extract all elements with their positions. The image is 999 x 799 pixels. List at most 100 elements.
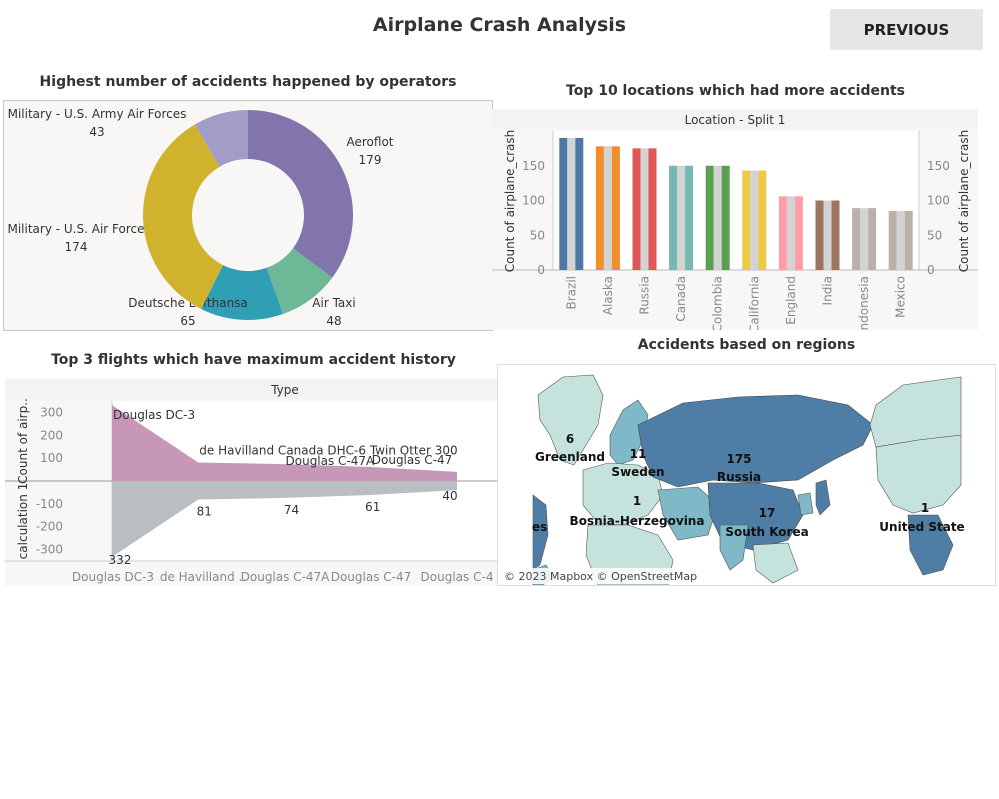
europe-shape[interactable] xyxy=(582,462,664,526)
bar[interactable] xyxy=(888,210,897,270)
bar[interactable] xyxy=(778,196,787,270)
bar-y-tick-right: 150 xyxy=(927,159,950,173)
bar-x-tick: Brazil xyxy=(564,276,578,310)
greenland-shape[interactable] xyxy=(537,374,604,466)
mexico-shape[interactable] xyxy=(907,514,954,576)
area-y-label-bottom: calculation 1 xyxy=(16,483,30,560)
area-y-label-top: Count of airp.. xyxy=(16,398,30,484)
bar[interactable] xyxy=(721,165,730,270)
donut-slice-label: Military - U.S. Air Force xyxy=(7,222,144,236)
bar[interactable] xyxy=(611,146,620,270)
donut-slice[interactable] xyxy=(143,124,223,309)
bar[interactable] xyxy=(705,165,714,270)
donut-slice-value: 65 xyxy=(180,314,195,328)
bar-mid[interactable] xyxy=(786,196,795,270)
area-value-label: 74 xyxy=(284,503,299,517)
area-value-label: 332 xyxy=(109,553,132,567)
map-label-bosnia: Bosnia-Herzegovina xyxy=(570,514,705,528)
bar-y-tick-left: 100 xyxy=(522,194,545,208)
bar[interactable] xyxy=(868,208,877,270)
korea-shape[interactable] xyxy=(797,492,814,516)
map-panel[interactable]: 6 Greenland 11 Sweden 175 Russia 1 Bosni… xyxy=(497,364,996,586)
bar-mid[interactable] xyxy=(713,165,722,270)
bar-x-tick: California xyxy=(747,276,761,330)
region-map[interactable]: 6 Greenland 11 Sweden 175 Russia 1 Bosni… xyxy=(498,365,995,586)
bar[interactable] xyxy=(794,196,803,270)
map-label-greenland: Greenland xyxy=(535,450,605,464)
area-value-label: 61 xyxy=(365,500,380,514)
bar-mid[interactable] xyxy=(750,170,759,270)
area-y-tick: 300 xyxy=(40,405,63,419)
donut-slice[interactable] xyxy=(266,248,333,315)
area-value-label: 81 xyxy=(197,505,212,519)
map-label-russia-count: 175 xyxy=(726,452,751,466)
donut-chart: Aeroflot 179 Air Taxi 48 Deutsche Lufthansa 6… xyxy=(7,107,394,328)
area-annotation: Douglas DC-3 xyxy=(113,408,195,422)
bar[interactable] xyxy=(685,165,694,270)
middle-east-shape[interactable] xyxy=(657,486,719,541)
area-positive[interactable] xyxy=(112,405,457,481)
map-label-united-states-count: 1 xyxy=(921,501,929,515)
bar-mid[interactable] xyxy=(823,200,832,271)
area-x-tick: de Havilland .. xyxy=(160,570,246,584)
bar-chart: Location - Split 1 0 0 50 50 100 100 150 150 Coun… xyxy=(492,109,978,334)
area-annotation: Douglas C-47 xyxy=(372,453,453,467)
map-label-sweden-count: 11 xyxy=(630,447,647,461)
bar-mid[interactable] xyxy=(567,137,576,270)
map-label-sweden: Sweden xyxy=(611,465,664,479)
donut-chart-title: Highest number of accidents happened by … xyxy=(39,74,457,90)
bar-mid[interactable] xyxy=(677,165,686,270)
bar-mid[interactable] xyxy=(896,210,905,270)
map-attribution[interactable]: © 2023 Mapbox © OpenStreetMap xyxy=(504,570,697,583)
bar-y-tick-right: 50 xyxy=(927,228,942,242)
area-y-tick: -300 xyxy=(36,543,63,557)
donut-slice[interactable] xyxy=(194,110,248,167)
bar-y-tick-left: 150 xyxy=(522,159,545,173)
page-title: Airplane Crash Analysis xyxy=(372,14,627,36)
bar-header-bg xyxy=(492,109,978,129)
map-label-partial: es xyxy=(532,520,547,534)
bar-mid[interactable] xyxy=(640,148,649,270)
bar-x-tick: India xyxy=(821,276,835,305)
area-chart-panel: Type 100 200 300 -100 -200 -300 Count of airp..… xyxy=(5,379,498,586)
russia-shape[interactable] xyxy=(637,394,874,488)
bar[interactable] xyxy=(831,200,840,271)
bar-x-tick: Russia xyxy=(638,276,652,315)
se-asia-shape[interactable] xyxy=(752,542,799,584)
americas-left-shape[interactable] xyxy=(532,494,549,571)
bar-mid[interactable] xyxy=(603,146,612,270)
japan-shape[interactable] xyxy=(815,479,831,516)
bar[interactable] xyxy=(648,148,657,270)
map-title: Accidents based on regions xyxy=(637,337,856,353)
map-label-united-states: United State xyxy=(879,520,964,534)
bar[interactable] xyxy=(595,146,604,270)
bar[interactable] xyxy=(559,137,568,270)
bar-y-tick-left: 50 xyxy=(530,228,545,242)
map-label-bosnia-count: 1 xyxy=(633,494,641,508)
bar[interactable] xyxy=(815,200,824,271)
area-header-bg xyxy=(5,379,498,399)
bar[interactable] xyxy=(669,165,678,270)
bar[interactable] xyxy=(632,148,641,270)
area-negative[interactable] xyxy=(112,481,457,557)
bar[interactable] xyxy=(575,137,584,270)
bar[interactable] xyxy=(904,210,913,270)
map-label-russia: Russia xyxy=(717,470,761,484)
bar[interactable] xyxy=(758,170,767,270)
bar-x-tick: England xyxy=(784,276,798,325)
attribution-bg xyxy=(501,568,679,584)
donut-slice-label: Aeroflot xyxy=(347,135,394,149)
previous-button[interactable]: PREVIOUS xyxy=(830,9,983,50)
bar[interactable] xyxy=(852,208,861,270)
bar-mid[interactable] xyxy=(860,208,869,270)
canada-shape[interactable] xyxy=(869,376,962,448)
bar-x-tick: Indonesia xyxy=(857,276,871,330)
bar-x-tick: Colombia xyxy=(711,276,725,330)
bar-y-tick-left: 0 xyxy=(537,263,545,277)
india-shape[interactable] xyxy=(719,524,749,571)
donut-slice[interactable] xyxy=(201,265,283,320)
donut-slice[interactable] xyxy=(248,110,353,278)
area-y-tick: 200 xyxy=(40,428,63,442)
bar[interactable] xyxy=(742,170,751,270)
area-annotation: Douglas C-47A xyxy=(286,454,376,468)
